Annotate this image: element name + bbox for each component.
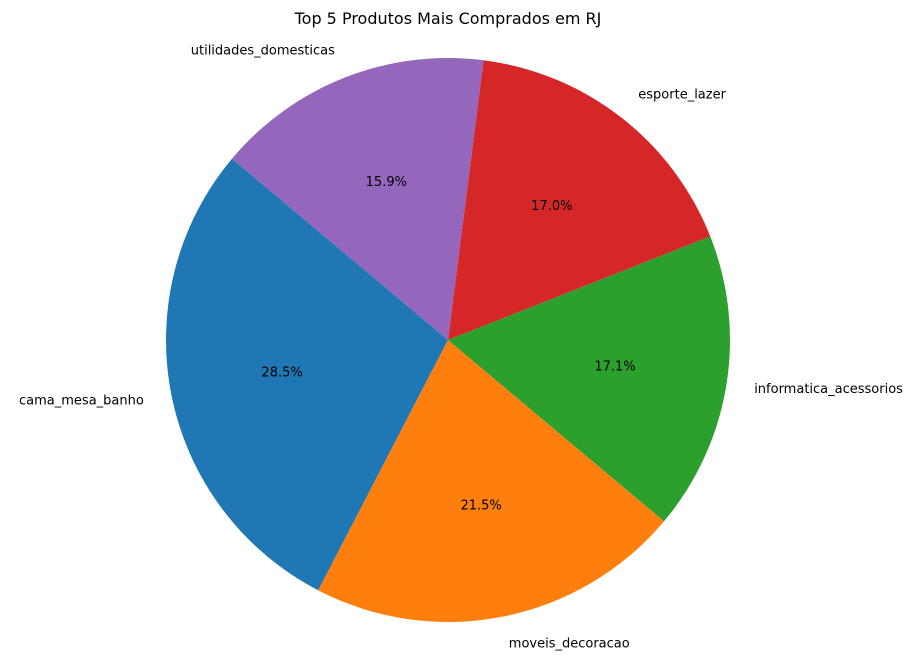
percentage-label: 21.5%: [460, 498, 501, 513]
percentage-label: 28.5%: [261, 366, 302, 381]
pie-slice-cama-mesa-banho: [165, 158, 449, 591]
category-label: utilidades_domesticas: [191, 44, 335, 59]
pie-slice-utilidades-domesticas: [231, 57, 484, 340]
pie-slice-informatica-acessorios: [448, 236, 730, 522]
pie-slice-esporte-lazer: [448, 60, 711, 340]
percentage-label: 17.0%: [531, 199, 572, 214]
category-label: cama_mesa_banho: [19, 393, 144, 408]
category-label: informatica_acessorios: [754, 382, 903, 397]
category-label: esporte_lazer: [638, 88, 726, 103]
chart-title: Top 5 Produtos Mais Comprados em RJ: [294, 9, 602, 28]
percentage-label: 17.1%: [594, 360, 635, 375]
category-label: moveis_decoracao: [509, 637, 630, 652]
pie-slice-moveis-decoracao: [318, 340, 665, 622]
pie-labels: cama_mesa_banho 28.5% moveis_decoracao 21.5…: [19, 44, 903, 652]
percentage-label: 15.9%: [366, 175, 407, 190]
pie-slices: [165, 57, 730, 622]
